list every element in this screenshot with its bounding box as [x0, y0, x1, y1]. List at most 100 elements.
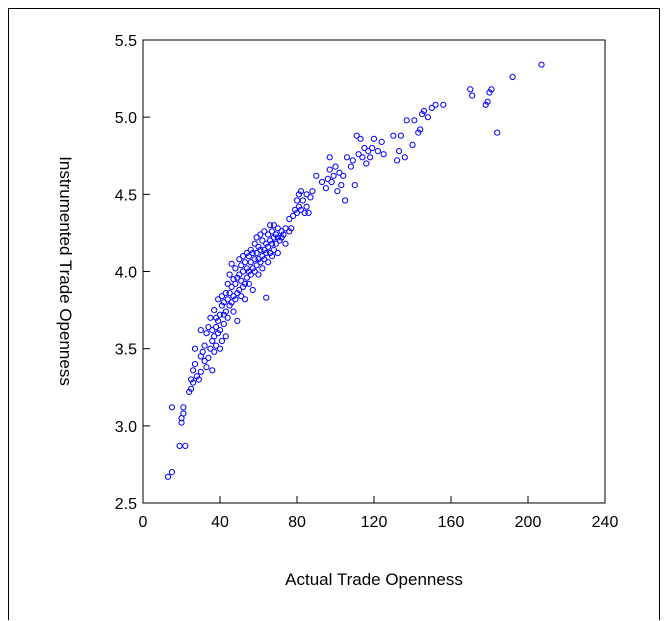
data-point — [322, 185, 329, 192]
x-tick-label: 80 — [288, 514, 306, 531]
data-point — [330, 172, 337, 179]
data-point — [224, 314, 231, 321]
data-point — [334, 188, 341, 195]
data-point — [303, 191, 310, 198]
data-point — [378, 138, 385, 145]
data-point — [197, 368, 204, 375]
data-point — [178, 419, 185, 426]
data-point — [295, 203, 302, 210]
data-point — [467, 86, 474, 93]
data-point — [240, 253, 247, 260]
data-point — [218, 293, 225, 300]
data-point — [305, 209, 312, 216]
data-point — [265, 259, 272, 266]
data-point — [509, 73, 516, 81]
data-point — [232, 265, 239, 272]
data-point — [259, 237, 266, 244]
data-point — [261, 246, 268, 253]
y-tick-label: 5.0 — [115, 110, 137, 127]
data-point — [395, 148, 403, 155]
data-point — [226, 302, 233, 309]
data-point — [199, 348, 206, 355]
data-point — [263, 240, 270, 247]
data-point — [168, 469, 175, 476]
chart-frame — [8, 8, 660, 620]
data-point — [216, 345, 224, 352]
data-point — [218, 302, 225, 309]
data-point — [486, 89, 493, 96]
data-point — [257, 231, 264, 238]
data-point — [374, 148, 381, 155]
data-point — [469, 92, 476, 99]
data-points — [164, 61, 545, 480]
data-point — [253, 249, 260, 257]
data-point — [241, 259, 249, 266]
data-point — [286, 228, 293, 235]
data-point — [340, 172, 347, 179]
data-point — [201, 342, 208, 349]
data-point — [270, 222, 277, 229]
data-point — [230, 293, 237, 300]
data-point — [203, 330, 210, 337]
data-point — [309, 188, 316, 195]
data-point — [303, 203, 310, 210]
data-point — [241, 280, 249, 287]
data-point — [243, 249, 250, 257]
y-tick-label: 3.0 — [115, 419, 137, 436]
data-point — [224, 280, 231, 287]
data-point — [263, 249, 270, 257]
data-point — [280, 231, 287, 238]
y-axis: 2.5 3.0 3.5 4.0 4.5 5.0 5.5 — [115, 33, 150, 513]
data-point — [338, 182, 345, 189]
data-point — [191, 361, 199, 368]
data-point — [488, 86, 495, 93]
data-point — [318, 178, 326, 186]
y-tick-label: 3.5 — [115, 342, 137, 359]
data-point — [432, 101, 439, 108]
data-point — [234, 290, 241, 297]
data-point — [226, 290, 233, 297]
x-tick-label: 160 — [438, 514, 465, 531]
data-point — [240, 283, 247, 290]
data-point — [286, 215, 293, 223]
data-point — [482, 101, 489, 108]
data-point — [268, 253, 276, 260]
data-point — [255, 271, 262, 278]
data-point — [282, 225, 289, 232]
y-tick-label: 4.5 — [115, 187, 137, 204]
data-point — [324, 175, 331, 182]
data-point — [299, 197, 306, 204]
data-point — [336, 169, 343, 176]
y-tick-label: 5.5 — [115, 33, 137, 50]
data-point — [222, 308, 229, 315]
data-point — [255, 243, 262, 250]
data-point — [355, 151, 362, 158]
x-tick-label: 40 — [211, 514, 229, 531]
data-point — [417, 126, 424, 133]
data-point — [332, 163, 339, 170]
data-point — [220, 320, 227, 328]
data-point — [278, 228, 285, 235]
data-point — [247, 246, 254, 253]
data-point — [186, 388, 193, 395]
data-point — [253, 234, 260, 241]
data-point — [288, 225, 295, 232]
data-point — [220, 299, 227, 306]
data-point — [363, 160, 370, 167]
data-point — [247, 259, 254, 266]
data-point — [228, 299, 235, 306]
data-point — [424, 114, 431, 121]
data-point — [276, 237, 283, 244]
data-point — [164, 473, 172, 480]
data-point — [232, 280, 239, 287]
data-point — [420, 107, 428, 115]
data-point — [357, 135, 364, 142]
data-point — [238, 277, 245, 284]
y-tick-label: 2.5 — [115, 496, 137, 513]
data-point — [230, 308, 237, 315]
data-point — [238, 293, 245, 300]
data-point — [265, 243, 272, 250]
data-point — [215, 296, 222, 303]
data-point — [220, 311, 227, 318]
data-point — [243, 265, 250, 272]
